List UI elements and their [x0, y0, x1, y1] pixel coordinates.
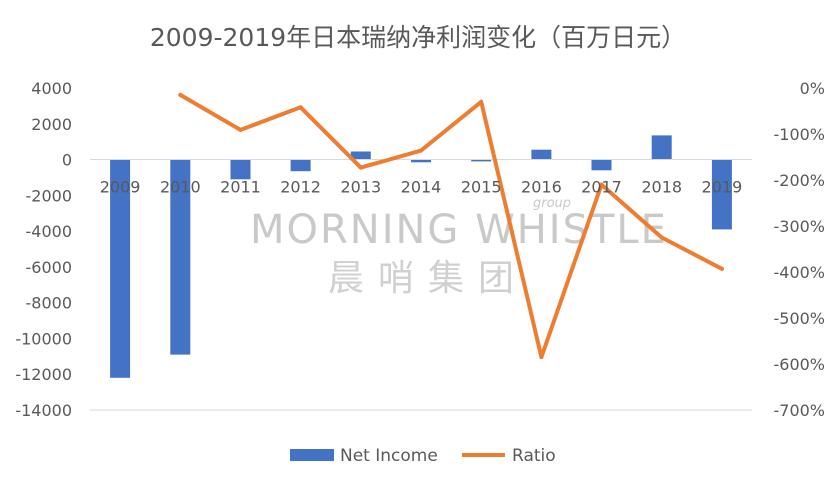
bar-2017 [591, 159, 612, 171]
bar-2018 [651, 135, 672, 160]
x-category-label: 2017 [581, 178, 622, 197]
line-layer [178, 92, 724, 360]
category-labels: 2009 2010 2011 2012 2013 2014 2015 2016 2017 2018… [100, 178, 743, 197]
y-left-tick: 2000 [31, 115, 72, 134]
watermark-group: group [533, 196, 571, 211]
bar-2010 [170, 159, 191, 355]
y-right-tick: 0% [800, 79, 825, 98]
y-right-tick: -600% [773, 355, 825, 374]
y-left-tick: 4000 [31, 79, 72, 98]
y-left-tick: 0 [62, 151, 72, 170]
bar-2012 [290, 159, 311, 172]
bar-2014 [411, 159, 431, 163]
bar-2011 [230, 159, 251, 180]
bar-2019 [711, 159, 732, 230]
watermark-cjk: 晨哨集团 [328, 258, 528, 299]
legend: Net Income Ratio [290, 446, 556, 466]
legend-ratio-label: Ratio [512, 446, 556, 466]
x-category-label: 2013 [340, 178, 381, 197]
ratio-point-2016 [539, 355, 544, 360]
axis-layer [90, 159, 752, 411]
chart-title: 2009-2019年日本瑞纳净利润变化（百万日元） [150, 23, 686, 52]
y-right-tick: -500% [773, 309, 825, 328]
x-category-label: 2012 [280, 178, 321, 197]
y-right-tick: -200% [773, 171, 825, 190]
y-right-tick: -300% [773, 217, 825, 236]
y-left-tick: -8000 [26, 294, 73, 313]
watermark-latin: MORNING WHISTLE [250, 207, 668, 253]
bar-2016 [531, 149, 552, 160]
x-category-label: 2015 [461, 178, 502, 197]
x-category-label: 2018 [641, 178, 682, 197]
ratio-point-2012 [298, 105, 303, 110]
ratio-point-2011 [238, 127, 243, 132]
bars-layer [110, 135, 732, 378]
ratio-point-2015 [479, 99, 484, 104]
bar-2013 [350, 151, 371, 160]
watermark: MORNING WHISTLE group 晨哨集团 [250, 196, 668, 299]
x-category-label: 2009 [100, 178, 141, 197]
y-left-tick: -4000 [26, 222, 73, 241]
y-left-tick: -12000 [15, 365, 72, 384]
y-left-tick: -10000 [15, 329, 72, 348]
y-left-tick: -6000 [26, 258, 73, 277]
bar-2009 [110, 159, 131, 378]
ratio-point-2010 [178, 92, 183, 97]
x-category-label: 2019 [702, 178, 743, 197]
x-category-label: 2011 [220, 178, 261, 197]
y-left-tick: -14000 [15, 401, 72, 420]
ratio-point-2017 [599, 182, 604, 187]
ratio-point-2019 [719, 266, 724, 271]
legend-net-income-label: Net Income [340, 446, 438, 466]
bar-2015 [471, 159, 492, 162]
ratio-point-2018 [659, 235, 664, 240]
ratio-point-2013 [358, 165, 363, 170]
x-category-label: 2014 [401, 178, 442, 197]
y-right-tick: -100% [773, 125, 825, 144]
ratio-line [178, 92, 724, 360]
legend-net-income-swatch [290, 449, 334, 461]
x-category-label: 2010 [160, 178, 201, 197]
ratio-point-2014 [419, 148, 423, 153]
y-right-tick: -400% [773, 263, 825, 282]
y-right-tick: -700% [773, 401, 825, 420]
y-left-tick: -2000 [26, 186, 73, 205]
ticks-layer: 4000 2000 0 -2000 -4000 -6000 -8000 -10000 -1200… [15, 79, 825, 420]
x-category-label: 2016 [521, 178, 562, 197]
